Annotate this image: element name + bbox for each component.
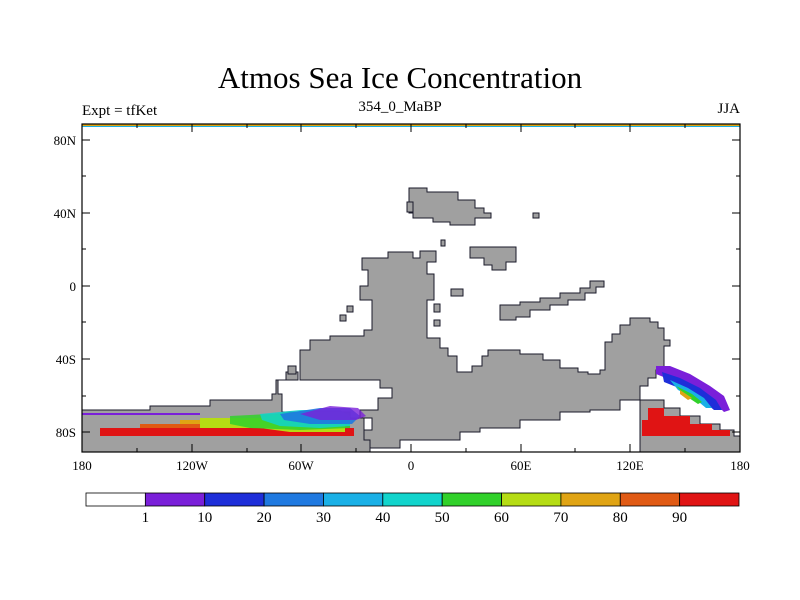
land-small-isle-2	[440, 239, 446, 247]
land-east-central	[469, 246, 517, 271]
colorbar-box-0	[85, 492, 146, 507]
lat-label-40s: 40S	[56, 352, 76, 367]
colorbar-box-1	[144, 492, 206, 507]
colorbar-label-2: 20	[257, 510, 272, 526]
land-isle-a	[450, 288, 464, 297]
lon-label-60e: 60E	[511, 458, 532, 473]
ice-west-purple	[300, 406, 366, 420]
lon-label-120e: 120E	[616, 458, 644, 473]
experiment-label: Expt = tfKet	[82, 103, 158, 119]
lat-ticks	[82, 139, 740, 433]
sea-ice-east	[642, 408, 730, 436]
map-title: Atmos Sea Ice Concentration	[217, 60, 583, 95]
land-isle-c	[346, 305, 354, 313]
colorbar-label-8: 80	[613, 510, 628, 526]
colorbar	[85, 492, 740, 507]
colorbar-label-4: 40	[375, 510, 390, 526]
colorbar-label-5: 50	[435, 510, 450, 526]
colorbar-box-9	[619, 492, 681, 507]
colorbar-box-5	[382, 492, 443, 507]
colorbar-box-2	[204, 492, 265, 507]
land-west-island	[287, 365, 297, 375]
colorbar-box-6	[441, 492, 502, 507]
colorbar-box-8	[560, 492, 621, 507]
colorbar-label-1: 10	[197, 510, 212, 526]
colorbar-label-6: 60	[494, 510, 509, 526]
ice-west-red	[100, 428, 354, 436]
lat-label-80n: 80N	[54, 133, 77, 148]
land-small-isle	[532, 212, 540, 219]
land-isle-d	[433, 303, 441, 313]
colorbar-label-3: 30	[316, 510, 331, 526]
ice-ec-green	[676, 386, 702, 404]
colorbar-box-7	[501, 492, 562, 507]
season-label: JJA	[717, 101, 740, 117]
land-main-continent	[299, 250, 671, 449]
colorbar-box-10	[679, 492, 740, 507]
land-north-block	[408, 187, 492, 226]
lon-label-0: 0	[408, 458, 415, 473]
sea-ice-east-coast	[656, 366, 730, 412]
lat-label-0: 0	[70, 279, 77, 294]
period-label: 354_0_MaBP	[358, 99, 442, 115]
colorbar-label-0: 1	[142, 510, 150, 526]
sea-ice-west	[100, 406, 366, 436]
lat-label-80s: 80S	[56, 425, 76, 440]
lon-label-120w: 120W	[176, 458, 209, 473]
lon-label-180e: 180	[730, 458, 750, 473]
lon-label-60w: 60W	[288, 458, 314, 473]
colorbar-box-4	[323, 492, 384, 507]
land-isle-b	[339, 314, 347, 322]
lat-labels: 80N 40N 0 40S 80S	[54, 133, 77, 440]
lon-labels: 180 120W 60W 0 60E 120E 180	[72, 458, 750, 473]
colorbar-label-7: 70	[553, 510, 568, 526]
ice-ec-amber	[680, 390, 692, 400]
land-east-strip	[499, 280, 605, 321]
colorbar-label-9: 90	[672, 510, 687, 526]
ice-east-red	[642, 408, 730, 436]
lon-label-180w: 180	[72, 458, 92, 473]
land-isle-e	[433, 319, 441, 327]
colorbar-box-3	[263, 492, 324, 507]
colorbar-labels: 1 10 20 30 40 50 60 70 80 90	[142, 510, 688, 526]
lat-label-40n: 40N	[54, 206, 77, 221]
lon-ticks	[136, 124, 686, 452]
land-north-islet	[406, 201, 414, 213]
